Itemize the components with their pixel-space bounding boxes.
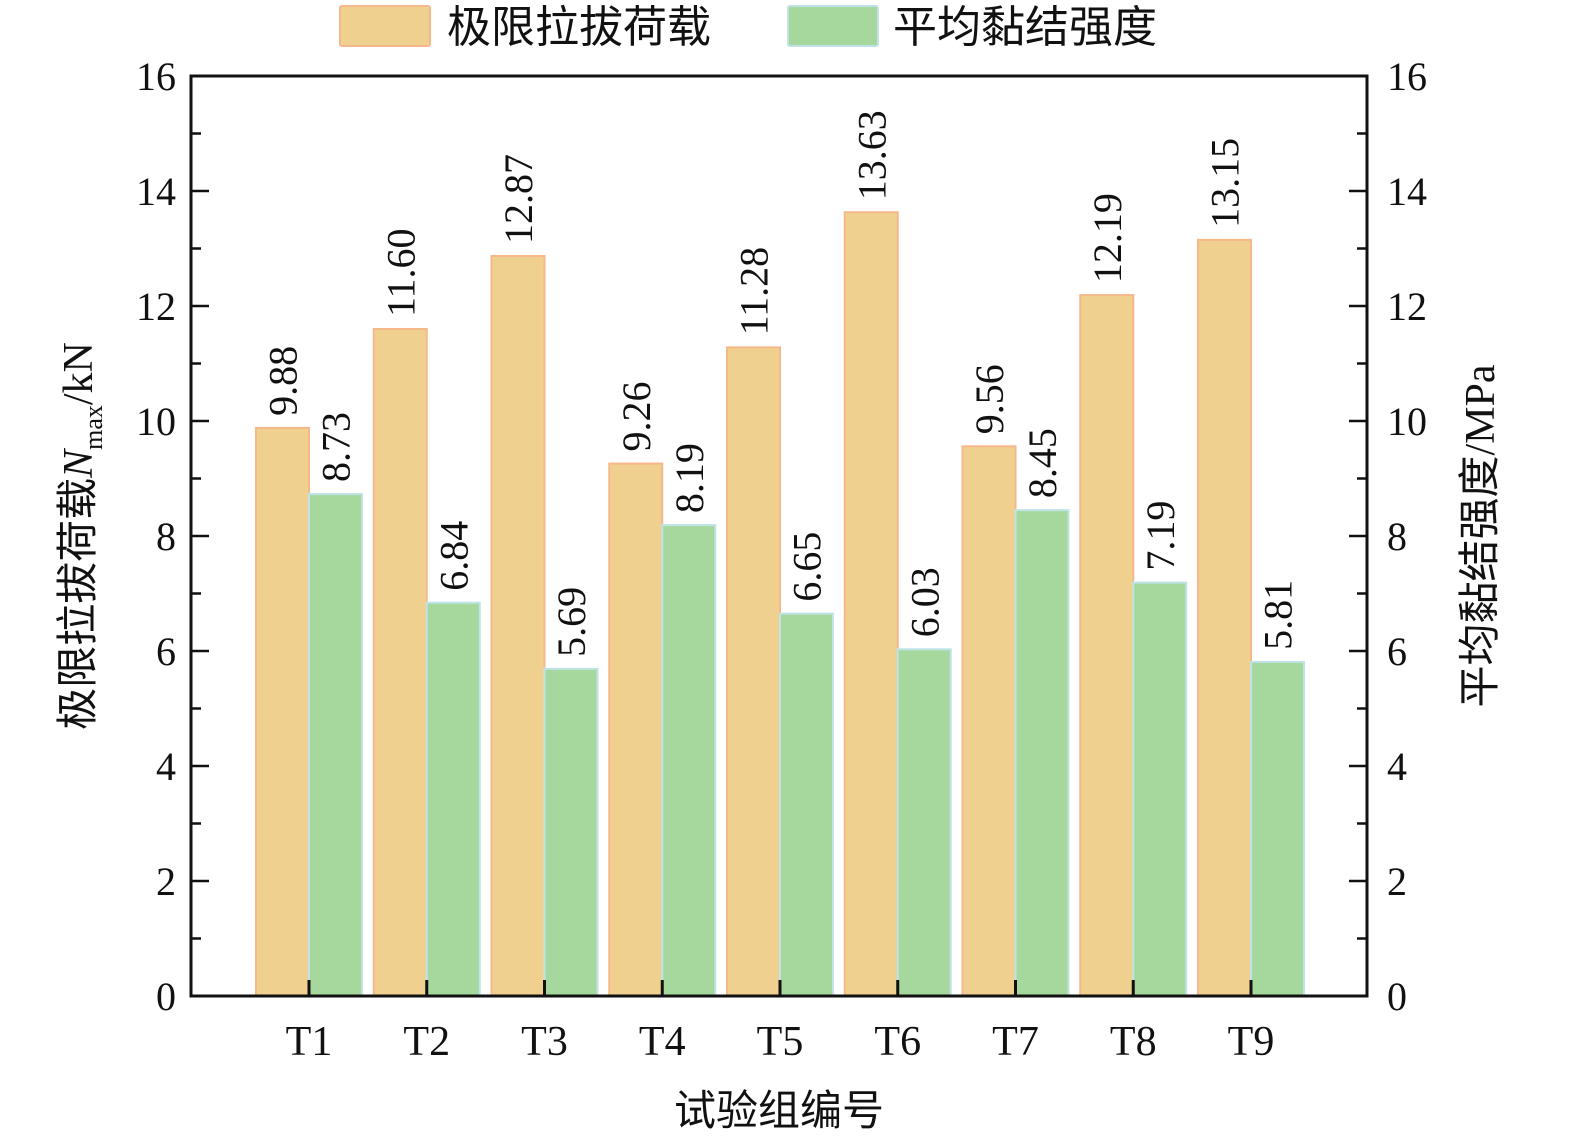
x-tick-label-T4: T4 <box>639 1019 686 1065</box>
y-tick-label-right: 2 <box>1387 859 1407 904</box>
bar-pullout-load-T5 <box>726 346 781 997</box>
bar-pullout-load-T4 <box>608 462 664 997</box>
x-tick-label-T9: T9 <box>1228 1019 1275 1065</box>
y-tick-label-left: 4 <box>156 744 176 789</box>
bar-bond-strength-T7 <box>1014 509 1070 997</box>
data-label-pullout-load-T9: 13.15 <box>1203 138 1248 228</box>
bar-bond-strength-T1 <box>308 493 363 997</box>
x-tick-label-T8: T8 <box>1110 1019 1157 1065</box>
data-label-pullout-load-T7: 9.56 <box>967 364 1012 434</box>
legend-swatch-bond-strength <box>787 5 879 47</box>
bar-pullout-load-T3 <box>490 254 546 998</box>
x-tick-label-T3: T3 <box>521 1019 568 1065</box>
bar-bond-strength-T3 <box>543 667 599 997</box>
y-tick-label-left: 6 <box>156 629 176 674</box>
data-label-bond-strength-T5: 6.65 <box>785 532 830 602</box>
axis-labels-layer: T1 T2 T3 T4 T5 T6 T7 T8 T9 0 0 2 2 4 4 6 6 8 8 10 10 12 12 14 14… <box>136 54 1427 1065</box>
y-tick-label-right: 8 <box>1387 514 1407 559</box>
bars-layer <box>255 211 1305 998</box>
bar-bond-strength-T4 <box>661 524 717 997</box>
y-tick-label-left: 14 <box>136 169 176 214</box>
data-label-bond-strength-T6: 6.03 <box>902 567 947 637</box>
x-tick-label-T6: T6 <box>874 1019 921 1065</box>
data-label-bond-strength-T1: 8.73 <box>314 412 359 482</box>
x-tick-label-T5: T5 <box>757 1019 804 1065</box>
legend-label-bond-strength: 平均黏结强度 <box>893 3 1157 52</box>
bar-pullout-load-T2 <box>372 328 428 997</box>
x-tick-label-T2: T2 <box>403 1019 450 1065</box>
bar-pullout-load-T1 <box>255 426 310 997</box>
data-label-bond-strength-T8: 7.19 <box>1138 501 1183 571</box>
data-label-pullout-load-T6: 13.63 <box>849 110 894 200</box>
y-axis-title-right: 平均黏结强度/MPa <box>1458 364 1504 707</box>
y-tick-label-left: 8 <box>156 514 176 559</box>
legend-label-pullout-load: 极限拉拔荷载 <box>447 3 711 52</box>
bar-bond-strength-T9 <box>1250 660 1305 997</box>
legend: 极限拉拔荷载 平均黏结强度 <box>339 3 1157 52</box>
data-label-bond-strength-T4: 8.19 <box>667 443 712 513</box>
y-axis-title-left: 极限拉拔荷载Nmax/kN <box>55 342 108 730</box>
y-tick-label-right: 4 <box>1387 744 1407 789</box>
bar-bond-strength-T2 <box>425 601 481 997</box>
data-label-pullout-load-T2: 11.60 <box>378 228 423 317</box>
y-tick-label-right: 16 <box>1387 54 1427 99</box>
y-tick-label-right: 14 <box>1387 169 1427 214</box>
bar-pullout-load-T7 <box>961 445 1017 997</box>
bar-pullout-load-T6 <box>843 211 899 997</box>
bar-labels-layer: 9.888.73 11.60 6.84 12.87 5.69 9.268.19 11.28 6… <box>261 110 1301 657</box>
x-axis-title: 试验组编号 <box>674 1088 884 1135</box>
y-tick-label-left: 10 <box>136 399 176 444</box>
y-tick-label-left: 16 <box>136 54 176 99</box>
data-label-pullout-load-T1: 9.88 <box>261 346 306 416</box>
y-tick-label-left: 12 <box>136 284 176 329</box>
data-label-bond-strength-T2: 6.84 <box>431 521 476 591</box>
y-tick-label-right: 0 <box>1387 974 1407 1019</box>
data-label-pullout-load-T3: 12.87 <box>496 154 541 244</box>
bar-pullout-load-T9 <box>1197 238 1252 997</box>
data-label-pullout-load-T4: 9.26 <box>614 382 659 452</box>
y-tick-label-right: 10 <box>1387 399 1427 444</box>
data-label-bond-strength-T7: 8.45 <box>1020 428 1065 498</box>
x-tick-label-T1: T1 <box>286 1019 333 1065</box>
data-label-bond-strength-T9: 5.81 <box>1256 580 1301 650</box>
bar-pullout-load-T8 <box>1079 294 1135 997</box>
legend-swatch-pullout-load <box>339 5 431 47</box>
data-label-bond-strength-T3: 5.69 <box>549 587 594 657</box>
y-tick-label-right: 6 <box>1387 629 1407 674</box>
axis-ticks <box>191 74 1367 998</box>
bar-bond-strength-T5 <box>779 612 834 997</box>
bar-bond-strength-T6 <box>896 648 952 998</box>
data-label-pullout-load-T5: 11.28 <box>732 247 777 336</box>
plot-area: 9.888.73 11.60 6.84 12.87 5.69 9.268.19 11.28 6… <box>189 74 1369 998</box>
bar-bond-strength-T8 <box>1132 581 1188 997</box>
data-label-pullout-load-T8: 12.19 <box>1085 193 1130 283</box>
y-tick-label-right: 12 <box>1387 284 1427 329</box>
y-tick-label-left: 2 <box>156 859 176 904</box>
x-tick-label-T7: T7 <box>992 1019 1039 1065</box>
y-tick-label-left: 0 <box>156 974 176 1019</box>
